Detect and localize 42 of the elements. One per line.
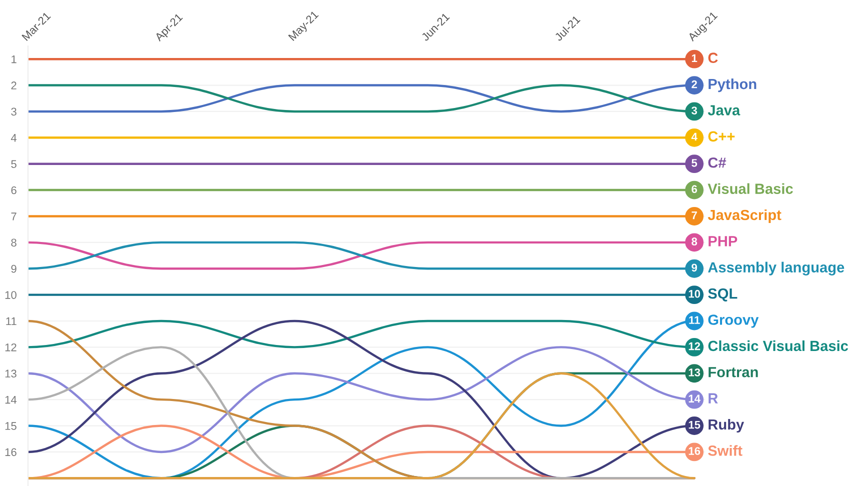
annotation: 14 — [688, 394, 700, 402]
y-tick-label: 7 — [11, 212, 16, 220]
annotation: 8 — [692, 238, 698, 246]
series-label: Python — [708, 78, 756, 92]
y-tick-label: 4 — [10, 134, 17, 142]
annotation: 9 — [692, 264, 698, 272]
y-tick-label: 11 — [6, 317, 16, 326]
y-tick-label: 3 — [11, 108, 16, 116]
annotation: 13 — [688, 368, 700, 376]
series-label: Visual Basic — [708, 183, 793, 194]
y-tick-label: 1 — [12, 55, 16, 64]
y-tick-label: 5 — [11, 160, 16, 168]
series-label: Classic Visual Basic — [708, 340, 848, 352]
y-tick-label: 8 — [11, 238, 16, 247]
y-tick-label: 6 — [11, 186, 16, 194]
series-label: JavaScript — [708, 209, 782, 224]
series-label: Swift — [708, 445, 742, 456]
annotation: 3 — [692, 106, 698, 114]
annotation: 15 — [688, 420, 700, 429]
series-label: Assembly language — [708, 262, 844, 276]
y-tick-label: 14 — [5, 396, 17, 404]
series-label: PHP — [708, 236, 738, 246]
series-label: Fortran — [708, 367, 758, 378]
series-label: C++ — [708, 131, 735, 142]
series-label: C# — [708, 157, 726, 168]
y-tick-label: 12 — [5, 343, 16, 352]
y-tick-label: 9 — [11, 264, 16, 273]
annotation: 12 — [688, 342, 700, 350]
series-label: Groovy — [708, 314, 759, 328]
y-tick-label: 10 — [5, 291, 16, 299]
series-label: Java — [708, 105, 740, 116]
y-tick-label: 16 — [5, 448, 16, 456]
series-label: C — [708, 52, 718, 64]
series-label: R — [708, 393, 718, 404]
annotation: 2 — [692, 80, 697, 88]
annotation: 11 — [689, 316, 700, 324]
series-label: Ruby — [708, 418, 744, 433]
y-tick-label: 2 — [11, 82, 16, 90]
annotation: 16 — [688, 447, 700, 455]
y-tick-label: 15 — [5, 422, 16, 430]
series-label: SQL — [708, 288, 738, 302]
y-tick-label: 13 — [5, 370, 16, 378]
